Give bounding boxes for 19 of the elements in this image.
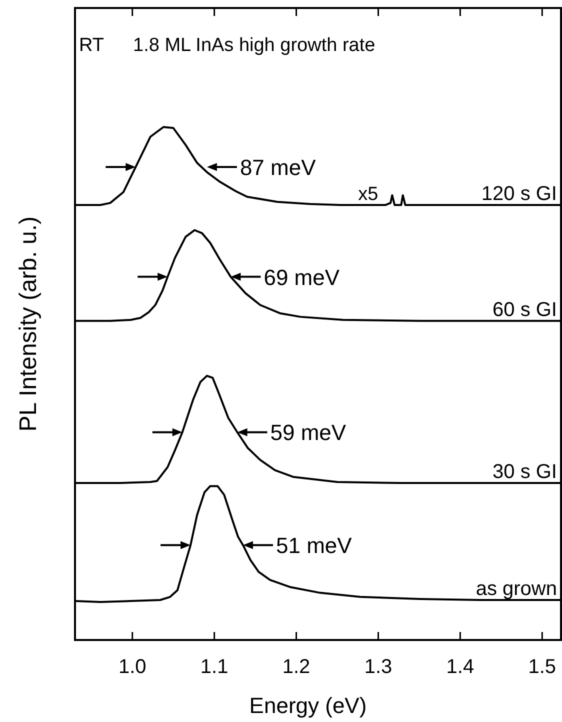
annotation: 59 meV [270,420,346,446]
annotation: 69 meV [264,264,340,290]
series-label: as grown [476,578,557,600]
text: RT [79,35,104,56]
x-tick-label: 1.2 [282,656,310,678]
annotation: x5 [358,184,378,205]
x-tick-label: 1.3 [364,656,392,678]
x-tick-label: 1.1 [200,656,228,678]
x-tick-label: 1.4 [446,656,474,678]
x-tick-label: 1.0 [118,656,146,678]
series-label: 30 s GI [492,461,557,484]
series-label: 60 s GI [492,298,557,321]
chart-title: 1.8 ML InAs high growth rate [133,35,376,56]
x-axis-title: Energy (eV) [249,693,367,718]
y-axis-title: PL Intensity (arb. u.) [15,216,42,432]
series-label: 120 s GI [481,182,557,205]
annotation: 51 meV [276,533,352,558]
annotation: 87 meV [240,155,316,180]
x-tick-label: 1.5 [528,656,556,678]
